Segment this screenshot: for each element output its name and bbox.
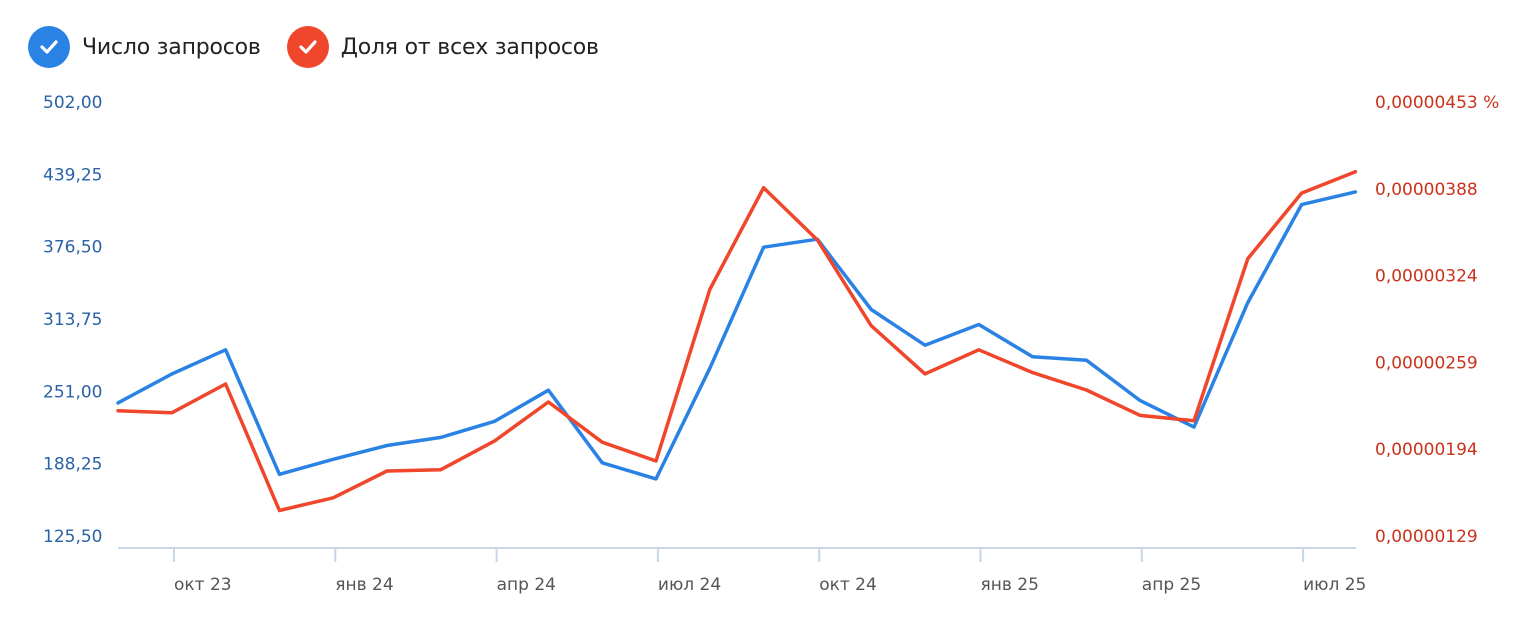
right-axis-tick-label: 0,00000194 bbox=[1375, 440, 1478, 460]
right-axis-ticks: 0,00000453 % 0,00000388 0,00000324 0,000002… bbox=[1375, 93, 1499, 547]
legend-label: Число запросов bbox=[82, 34, 261, 60]
left-axis-tick-label: 376,50 bbox=[43, 238, 102, 258]
x-axis-tick-label: июл 24 bbox=[658, 575, 721, 595]
checkmark-icon bbox=[286, 26, 329, 68]
left-axis-ticks: 502,00 439,25 376,50 313,75 251,00 188,25 125,… bbox=[43, 93, 102, 547]
x-axis-tick-label: янв 24 bbox=[335, 575, 393, 595]
left-axis-tick-label: 188,25 bbox=[43, 455, 102, 475]
legend-label: Доля от всех запросов bbox=[340, 34, 599, 60]
right-axis-tick-label: 0,00000324 bbox=[1375, 267, 1478, 287]
right-axis-tick-label: 0,00000453 % bbox=[1375, 93, 1499, 113]
x-axis-tick-label: апр 24 bbox=[497, 575, 556, 595]
legend-item-query-count[interactable]: Число запросов bbox=[28, 26, 261, 68]
right-axis-tick-label: 0,00000129 bbox=[1375, 527, 1478, 547]
right-axis-tick-label: 0,00000259 bbox=[1375, 353, 1478, 373]
x-axis-tick-label: янв 25 bbox=[981, 575, 1039, 595]
left-axis-tick-label: 502,00 bbox=[43, 93, 102, 113]
x-axis-ticks: окт 23 янв 24 апр 24 июл 24 окт 24 янв 25 апр … bbox=[173, 548, 1366, 595]
x-axis-tick-label: окт 24 bbox=[819, 575, 877, 595]
left-axis-tick-label: 251,00 bbox=[43, 382, 102, 402]
right-axis-tick-label: 0,00000388 bbox=[1375, 180, 1478, 200]
x-axis-tick-label: апр 25 bbox=[1142, 575, 1201, 595]
series-line-query-share bbox=[116, 169, 1358, 513]
checkmark-icon bbox=[28, 26, 70, 68]
left-axis-tick-label: 125,50 bbox=[43, 527, 102, 547]
legend-item-query-share[interactable]: Доля от всех запросов bbox=[286, 26, 599, 68]
x-axis-tick-label: окт 23 bbox=[174, 575, 232, 595]
x-axis-tick-label: июл 25 bbox=[1303, 575, 1366, 595]
series-layer bbox=[116, 169, 1358, 513]
chart-legend: Число запросов Доля от всех запросов bbox=[28, 26, 625, 68]
series-line-query-count bbox=[116, 190, 1358, 481]
left-axis-tick-label: 313,75 bbox=[43, 310, 102, 330]
left-axis-tick-label: 439,25 bbox=[43, 165, 102, 185]
